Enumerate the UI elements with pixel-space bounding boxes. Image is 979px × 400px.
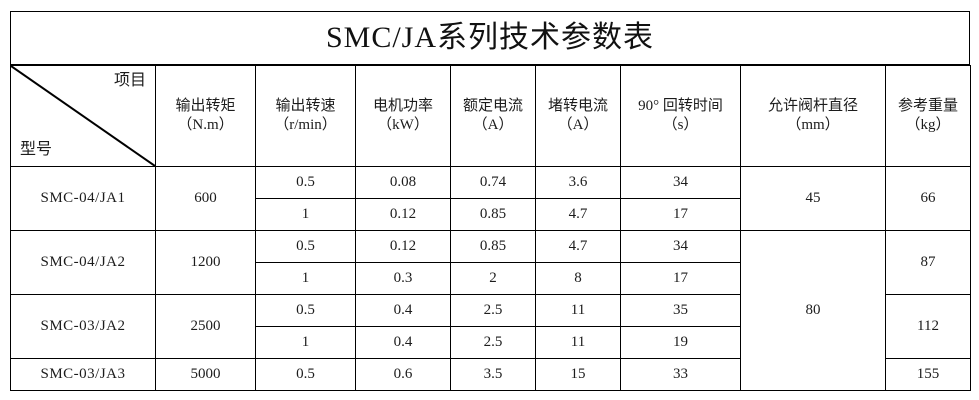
header-weight: 参考重量 （kg）: [885, 65, 971, 167]
cell-motor-power: 0.6: [355, 358, 451, 391]
table-row: 1 0.4 2.5 11 19: [11, 326, 971, 359]
cell-rated-current: 0.74: [450, 166, 536, 199]
cell-model: SMC-04/JA2: [10, 230, 156, 295]
header-item-label: 项目: [113, 72, 146, 89]
page-title: SMC/JA系列技术参数表: [325, 21, 655, 54]
cell-output-speed: 0.5: [255, 294, 356, 327]
cell-rated-current: 2: [450, 262, 536, 295]
cell-turn-time: 34: [620, 166, 741, 199]
header-corner-cell: 项目 型号: [10, 65, 156, 167]
cell-turn-time: 17: [620, 262, 741, 295]
cell-motor-power: 0.4: [355, 326, 451, 359]
cell-motor-power: 0.12: [355, 230, 451, 263]
cell-turn-time: 34: [620, 230, 741, 263]
cell-output-torque: 2500: [155, 294, 256, 359]
cell-output-speed: 0.5: [255, 166, 356, 199]
cell-stall-current: 11: [535, 294, 621, 327]
header-rated-current-unit: （A）: [472, 117, 514, 133]
cell-weight: 112: [885, 294, 971, 359]
cell-output-torque: 600: [155, 166, 256, 231]
cell-turn-time: 19: [620, 326, 741, 359]
header-stall-current: 堵转电流 （A）: [535, 65, 621, 167]
header-motor-power: 电机功率 （kW）: [355, 65, 451, 167]
cell-motor-power: 0.12: [355, 198, 451, 231]
cell-output-speed: 0.5: [255, 358, 356, 391]
header-turn-time-name: 90° 回转时间: [638, 98, 723, 115]
cell-stall-current: 11: [535, 326, 621, 359]
cell-stall-current: 4.7: [535, 230, 621, 263]
cell-output-speed: 1: [255, 262, 356, 295]
cell-motor-power: 0.3: [355, 262, 451, 295]
cell-turn-time: 33: [620, 358, 741, 391]
header-turn-time-unit: （s）: [662, 117, 699, 133]
cell-motor-power: 0.08: [355, 166, 451, 199]
cell-rated-current: 0.85: [450, 230, 536, 263]
header-turn-time: 90° 回转时间 （s）: [620, 65, 741, 167]
table-title-band: SMC/JA系列技术参数表: [10, 11, 970, 65]
cell-output-speed: 0.5: [255, 230, 356, 263]
cell-stem-diameter: 80: [740, 230, 886, 391]
cell-rated-current: 2.5: [450, 326, 536, 359]
cell-rated-current: 2.5: [450, 294, 536, 327]
cell-weight: 66: [885, 166, 971, 231]
table-row: SMC-04/JA2 1200 0.5 0.12 0.85 4.7 34 80 87: [10, 230, 971, 391]
header-stall-current-name: 堵转电流: [547, 98, 608, 115]
header-rated-current-name: 额定电流: [462, 98, 523, 115]
cell-turn-time: 35: [620, 294, 741, 327]
cell-stall-current: 4.7: [535, 198, 621, 231]
cell-model: SMC-03/JA2: [10, 294, 156, 359]
cell-stem-diameter: 45: [740, 166, 886, 231]
table-row: SMC-04/JA1 600 0.5 0.08 0.74 3.6 34 45 66: [10, 166, 971, 231]
header-motor-power-unit: （kW）: [377, 117, 429, 133]
header-stem-diameter: 允许阀杆直径 （mm）: [740, 65, 886, 167]
header-output-speed-name: 输出转速: [275, 98, 336, 115]
table-row: SMC-03/JA3 5000 0.5 0.6 3.5 15 33 155: [10, 358, 971, 391]
cell-motor-power: 0.4: [355, 294, 451, 327]
diagonal-divider-icon: [11, 66, 155, 166]
cell-stall-current: 3.6: [535, 166, 621, 199]
header-stem-diameter-unit: （mm）: [786, 117, 840, 133]
table-header-row: 项目 型号 输出转矩 （N.m） 输出转速 （r/min） 电机功率 （kW） …: [10, 65, 971, 167]
cell-output-torque: 1200: [155, 230, 256, 295]
header-stem-diameter-name: 允许阀杆直径: [767, 98, 858, 115]
header-output-speed-unit: （r/min）: [274, 117, 337, 133]
cell-rated-current: 3.5: [450, 358, 536, 391]
header-output-torque: 输出转矩 （N.m）: [155, 65, 256, 167]
header-weight-name: 参考重量: [897, 98, 958, 115]
cell-rated-current: 0.85: [450, 198, 536, 231]
cell-model: SMC-04/JA1: [10, 166, 156, 231]
cell-turn-time: 17: [620, 198, 741, 231]
cell-output-speed: 1: [255, 198, 356, 231]
header-output-speed: 输出转速 （r/min）: [255, 65, 356, 167]
cell-stall-current: 15: [535, 358, 621, 391]
header-model-label: 型号: [20, 141, 53, 158]
cell-output-speed: 1: [255, 326, 356, 359]
cell-weight: 155: [885, 358, 971, 391]
header-output-torque-name: 输出转矩: [175, 98, 236, 115]
spec-table: 项目 型号 输出转矩 （N.m） 输出转速 （r/min） 电机功率 （kW） …: [10, 65, 971, 391]
header-stall-current-unit: （A）: [557, 117, 599, 133]
cell-weight: 87: [885, 230, 971, 295]
header-motor-power-name: 电机功率: [372, 98, 433, 115]
header-output-torque-unit: （N.m）: [177, 117, 234, 133]
header-weight-unit: （kg）: [905, 117, 951, 133]
cell-stall-current: 8: [535, 262, 621, 295]
cell-model: SMC-03/JA3: [10, 358, 156, 391]
header-rated-current: 额定电流 （A）: [450, 65, 536, 167]
cell-output-torque: 5000: [155, 358, 256, 391]
